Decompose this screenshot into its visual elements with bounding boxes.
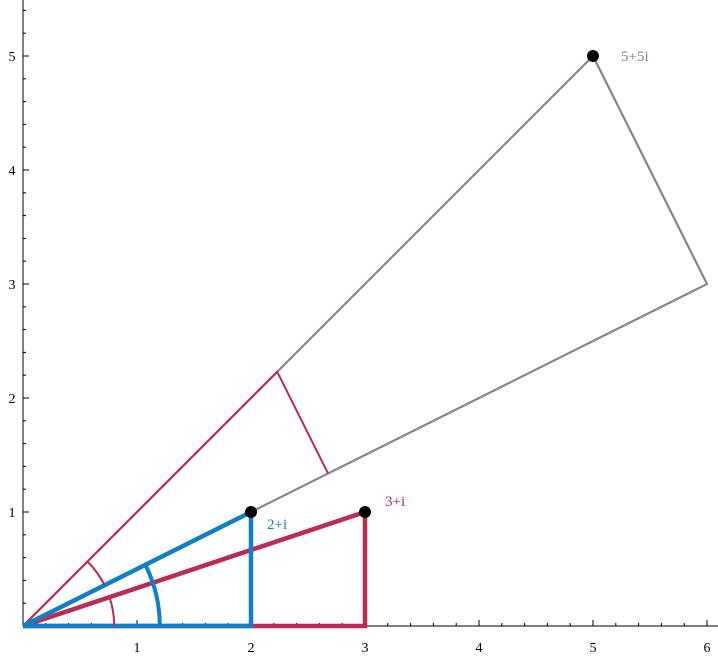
blue-triangle-2-plus-i — [23, 512, 251, 626]
x-tick-label-1: 1 — [134, 641, 141, 656]
x-tick-label-3: 3 — [362, 641, 369, 656]
y-tick-label-1: 1 — [9, 506, 16, 521]
x-tick-label-5: 5 — [590, 641, 597, 656]
point-3-plus-i — [359, 506, 371, 518]
point-label-5-plus-5i: 5+5i — [621, 49, 649, 65]
x-tick-label-4: 4 — [476, 641, 483, 656]
crimson-angle-arc-top — [87, 562, 104, 586]
x-tick-label-2: 2 — [248, 641, 255, 656]
crimson-triangle-3-plus-i — [23, 512, 365, 626]
point-2-plus-i — [245, 506, 257, 518]
y-tick-label-4: 4 — [9, 164, 16, 179]
y-tick-label-5: 5 — [9, 50, 16, 65]
crimson-inner-triangle — [23, 372, 328, 626]
points: 2+i 3+i 5+5i — [245, 49, 649, 533]
point-label-2-plus-i: 2+i — [267, 517, 287, 533]
crimson-angle-arc-small — [110, 597, 115, 626]
point-5-plus-5i — [587, 50, 599, 62]
x-tick-label-6: 6 — [704, 641, 711, 656]
blue-angle-arc — [145, 565, 159, 626]
y-tick-label-3: 3 — [9, 278, 16, 293]
y-tick-label-2: 2 — [9, 392, 16, 407]
geometry — [23, 56, 707, 626]
point-label-3-plus-i: 3+i — [385, 494, 405, 510]
